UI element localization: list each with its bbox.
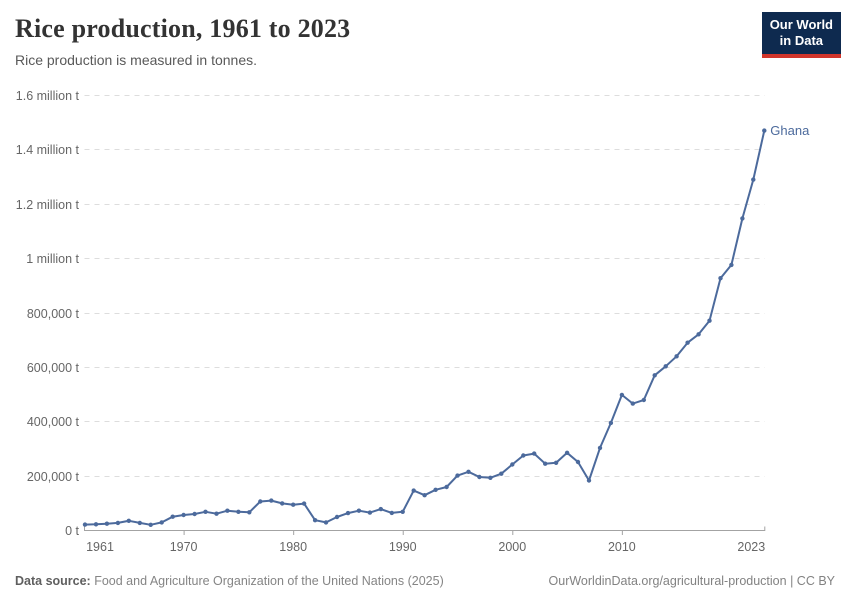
data-point[interactable] <box>258 499 263 504</box>
data-point[interactable] <box>729 262 734 268</box>
y-axis-tick-label: 0 t <box>65 524 79 538</box>
data-point[interactable] <box>586 478 592 483</box>
chart-subtitle: Rice production is measured in tonnes. <box>15 52 258 68</box>
data-point[interactable] <box>400 509 405 514</box>
data-point[interactable] <box>543 461 548 466</box>
data-source-text: Food and Agriculture Organization of the… <box>94 574 444 588</box>
data-point[interactable] <box>301 501 307 506</box>
data-point[interactable] <box>696 332 701 337</box>
x-axis-line <box>84 526 766 531</box>
y-axis-tick-label: 400,000 t <box>27 415 80 429</box>
data-point[interactable] <box>532 451 537 456</box>
data-point[interactable] <box>126 518 131 523</box>
data-source-label: Data source: <box>15 574 91 588</box>
data-point[interactable] <box>630 401 635 406</box>
data-point[interactable] <box>334 514 340 520</box>
data-point[interactable] <box>521 453 526 458</box>
owid-logo[interactable]: Our World in Data <box>761 12 841 58</box>
data-point[interactable] <box>444 484 449 490</box>
data-point[interactable] <box>82 522 88 527</box>
data-point[interactable] <box>564 450 570 455</box>
data-point[interactable] <box>751 177 756 182</box>
data-point[interactable] <box>488 475 493 480</box>
y-axis-tick-label: 1 million t <box>26 252 79 266</box>
footer-separator: | <box>786 574 797 588</box>
data-point[interactable] <box>499 471 504 476</box>
x-axis-tick-label: 2023 <box>737 540 765 554</box>
data-point[interactable] <box>510 462 515 467</box>
data-point[interactable] <box>280 501 285 506</box>
data-point[interactable] <box>389 510 394 516</box>
data-point[interactable] <box>652 373 657 378</box>
y-axis-tick-label: 200,000 t <box>27 470 80 484</box>
owid-logo-line2: in Data <box>779 33 824 49</box>
y-axis-tick-label: 1.2 million t <box>16 198 80 212</box>
x-axis-tick-label: 1961 <box>86 540 114 554</box>
data-point[interactable] <box>203 509 208 514</box>
data-point[interactable] <box>93 522 99 527</box>
y-axis-tick-label: 600,000 t <box>27 361 80 375</box>
license-link[interactable]: CC BY <box>796 574 835 588</box>
data-point[interactable] <box>707 318 712 323</box>
data-point[interactable] <box>225 508 230 513</box>
data-line-ghana[interactable] <box>84 129 766 526</box>
data-point[interactable] <box>192 511 197 517</box>
data-point[interactable] <box>214 511 219 516</box>
data-point[interactable] <box>104 521 110 526</box>
chart-footer: Data source: Food and Agriculture Organi… <box>0 566 850 600</box>
data-point[interactable] <box>115 520 121 526</box>
data-point[interactable] <box>762 128 767 133</box>
x-axis-tick-label: 1980 <box>279 540 307 554</box>
data-point[interactable] <box>597 445 603 451</box>
y-axis-tick-label: 1.4 million t <box>16 143 80 157</box>
data-point[interactable] <box>159 520 164 525</box>
data-point[interactable] <box>411 488 416 493</box>
data-point[interactable] <box>312 518 318 523</box>
data-point[interactable] <box>718 276 723 281</box>
data-point[interactable] <box>663 364 668 369</box>
y-axis-tick-label: 800,000 t <box>27 307 80 321</box>
data-point[interactable] <box>323 520 329 525</box>
data-point[interactable] <box>291 502 296 507</box>
data-point[interactable] <box>477 474 482 480</box>
data-point[interactable] <box>378 506 383 512</box>
data-point[interactable] <box>356 508 362 513</box>
data-point[interactable] <box>170 514 175 519</box>
data-point[interactable] <box>148 522 153 527</box>
data-point[interactable] <box>619 392 625 398</box>
data-point[interactable] <box>422 493 427 498</box>
x-axis-tick-label: 1970 <box>170 540 198 554</box>
page-title: Rice production, 1961 to 2023 <box>15 14 351 43</box>
data-point[interactable] <box>455 473 460 478</box>
data-point[interactable] <box>181 512 186 518</box>
data-point[interactable] <box>247 510 252 515</box>
data-source: Data source: Food and Agriculture Organi… <box>15 574 444 588</box>
x-axis-tick-label: 2000 <box>498 540 526 554</box>
data-point[interactable] <box>137 520 142 526</box>
data-point[interactable] <box>345 510 351 516</box>
data-point[interactable] <box>466 469 471 474</box>
data-point[interactable] <box>674 354 679 359</box>
x-axis-tick-label: 1990 <box>389 540 417 554</box>
data-point[interactable] <box>740 216 745 221</box>
data-point[interactable] <box>575 459 581 465</box>
y-axis-tick-label: 1.6 million t <box>16 89 80 103</box>
data-point[interactable] <box>433 487 438 492</box>
data-point[interactable] <box>641 397 646 403</box>
data-point[interactable] <box>269 498 274 503</box>
footer-credit: OurWorldinData.org/agricultural-producti… <box>549 574 835 588</box>
data-point[interactable] <box>608 420 614 426</box>
owid-url-link[interactable]: OurWorldinData.org/agricultural-producti… <box>548 574 787 588</box>
data-point[interactable] <box>236 509 241 514</box>
x-axis-tick-label: 2010 <box>608 540 636 554</box>
series-label-ghana[interactable]: Ghana <box>770 123 810 138</box>
data-point[interactable] <box>367 510 373 515</box>
owid-logo-line1: Our World <box>769 17 833 32</box>
data-point[interactable] <box>553 460 559 465</box>
data-point[interactable] <box>685 340 690 345</box>
